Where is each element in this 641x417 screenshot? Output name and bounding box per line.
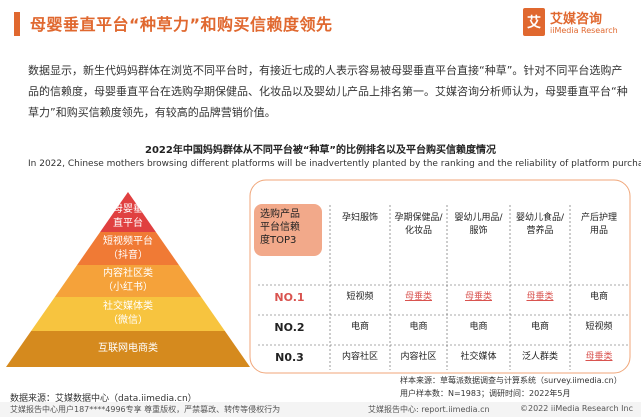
logo-name-en: iiMedia Research <box>550 26 618 35</box>
footer-report-link[interactable]: 艾媒报告中心: report.iimedia.cn <box>368 405 490 414</box>
table-cell: 电商 <box>469 322 488 332</box>
intro-paragraph: 数据显示，新生代妈妈群体在浏览不同平台时，有接近七成的人表示容易被母婴垂直平台直… <box>28 64 628 119</box>
table-cell: 母垂类 <box>464 292 492 302</box>
logo-name-cn: 艾媒咨询 <box>550 12 603 27</box>
table-cell: 泛人群类 <box>521 352 558 362</box>
table-cell: 短视频 <box>346 292 374 302</box>
chart-subtitle: In 2022, Chinese mothers browsing differ… <box>28 159 641 169</box>
pyramid-label-4: 社交媒体类 （微信） <box>103 301 153 326</box>
table-cell: 内容社区 <box>400 352 437 362</box>
table-corner-label: 选购产品 平台信赖 度TOP3 <box>260 209 300 246</box>
table-column-header: 产后护理 用品 <box>580 213 617 236</box>
table-cell: 内容社区 <box>341 352 378 362</box>
footer-copyright: ©2022 iiMedia Research Inc <box>520 404 633 413</box>
table-cell: 母垂类 <box>585 352 613 362</box>
table-cell: 母垂类 <box>526 292 554 302</box>
pyramid-level-5 <box>6 331 250 367</box>
table-cell: 短视频 <box>585 322 613 332</box>
iimedia-logo-icon: 艾 <box>523 8 545 36</box>
sample-source: 样本来源：草莓派数据调查与计算系统（survey.iimedia.cn） <box>400 376 622 385</box>
pyramid-label-2: 短视频平台 （抖音） <box>103 235 153 261</box>
table-column-header: 婴幼儿食品/营养品 <box>515 213 565 236</box>
table-row-rank: NO.2 <box>274 321 305 334</box>
pyramid-label-1: 母婴垂 直平台 <box>113 204 143 229</box>
title-accent-bar <box>14 12 20 36</box>
table-cell: 电商 <box>530 322 549 332</box>
footer-bar <box>0 402 641 417</box>
table-column-header: 孕期保健品/化妆品 <box>394 213 443 236</box>
table-row-rank: N0.3 <box>275 351 304 364</box>
table-corner-box <box>254 204 322 256</box>
pyramid-label-5: 互联网电商类 <box>98 343 158 354</box>
sample-info: 用户样本数：N=1983；调研时间：2022年5月 <box>400 389 571 398</box>
table-cell: 电商 <box>409 322 428 332</box>
pyramid-label-3: 内容社区类 （小红书） <box>103 268 153 293</box>
footer-copyright-notice: 艾媒报告中心用户187****4996专享 尊重版权，严禁篡改、转传等侵权行为 <box>10 405 281 414</box>
table-cell: 电商 <box>350 322 369 332</box>
table-cell: 社交媒体 <box>460 352 497 362</box>
table-frame <box>249 179 631 374</box>
table-cell: 母垂类 <box>404 292 432 302</box>
table-column-header: 婴幼儿用品/服饰 <box>454 213 503 236</box>
table-row-rank: NO.1 <box>274 291 305 304</box>
chart-title: 2022年中国妈妈群体从不同平台被“种草”的比例排名以及平台购买信赖度情况 <box>145 145 496 156</box>
pyramid-level-2 <box>77 232 179 265</box>
table-cell: 电商 <box>589 292 608 302</box>
title-bar: 母婴垂直平台“种草力”和购买信赖度领先 艾 艾媒咨询 iiMedia Resea… <box>0 0 641 50</box>
page-title: 母婴垂直平台“种草力”和购买信赖度领先 <box>30 15 333 34</box>
pyramid-level-3 <box>54 265 202 297</box>
data-source: 数据来源：艾媒数据中心（data.iimedia.cn） <box>10 394 197 404</box>
table-column-header: 孕妇服饰 <box>341 213 378 223</box>
pyramid-level-4 <box>31 297 225 331</box>
pyramid-level-1 <box>100 192 156 232</box>
